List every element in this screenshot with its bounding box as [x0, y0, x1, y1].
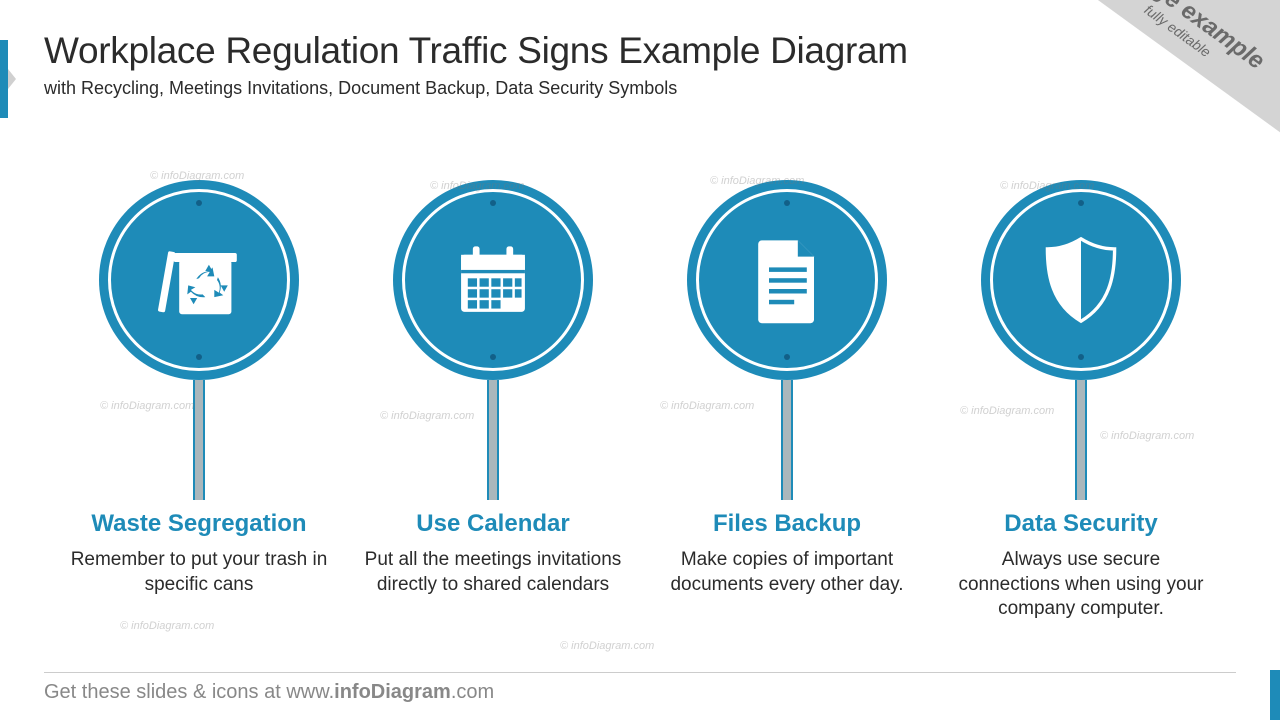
- sign-column: Files Backup Make copies of important do…: [652, 180, 922, 622]
- rivet-icon: [1078, 354, 1084, 360]
- sign-column: Use Calendar Put all the meetings invita…: [358, 180, 628, 622]
- sign-pole: [487, 380, 499, 500]
- sign-description: Put all the meetings invitations directl…: [358, 548, 628, 597]
- recycle-bin-icon: [154, 235, 244, 325]
- footer-accent-bar: [1270, 670, 1280, 720]
- rivet-icon: [784, 200, 790, 206]
- sign-pole: [193, 380, 205, 500]
- signs-row: Waste Segregation Remember to put your t…: [0, 180, 1280, 622]
- rivet-icon: [784, 354, 790, 360]
- sign-description: Remember to put your trash in specific c…: [64, 548, 334, 597]
- footer-bold: infoDiagram: [334, 681, 451, 703]
- footer-suffix: .com: [451, 681, 494, 703]
- sign-title: Data Security: [1004, 510, 1157, 538]
- footer-text: Get these slides & icons at www.infoDiag…: [44, 681, 494, 704]
- slide-title: Workplace Regulation Traffic Signs Examp…: [44, 30, 1060, 72]
- rivet-icon: [196, 200, 202, 206]
- traffic-sign: [981, 180, 1181, 380]
- footer-prefix: Get these slides & icons at www.: [44, 681, 334, 703]
- sign-column: Data Security Always use secure connecti…: [946, 180, 1216, 622]
- calendar-icon: [451, 238, 535, 322]
- usage-example-ribbon: Usage example fully editable: [1027, 0, 1280, 148]
- rivet-icon: [1078, 200, 1084, 206]
- slide-header: Workplace Regulation Traffic Signs Examp…: [44, 30, 1060, 99]
- sign-description: Always use secure connections when using…: [946, 548, 1216, 622]
- sign-title: Waste Segregation: [91, 510, 306, 538]
- rivet-icon: [196, 354, 202, 360]
- traffic-sign: [687, 180, 887, 380]
- sign-pole: [1075, 380, 1087, 500]
- slide-footer: Get these slides & icons at www.infoDiag…: [44, 672, 1236, 704]
- sign-pole: [781, 380, 793, 500]
- traffic-sign: [393, 180, 593, 380]
- slide-subtitle: with Recycling, Meetings Invitations, Do…: [44, 78, 1060, 99]
- sign-title: Files Backup: [713, 510, 861, 538]
- rivet-icon: [490, 354, 496, 360]
- shield-icon: [1039, 233, 1123, 327]
- sign-title: Use Calendar: [416, 510, 569, 538]
- watermark-text: © infoDiagram.com: [560, 640, 654, 652]
- rivet-icon: [490, 200, 496, 206]
- sign-description: Make copies of important documents every…: [652, 548, 922, 597]
- sign-column: Waste Segregation Remember to put your t…: [64, 180, 334, 622]
- left-accent-bar: [0, 40, 8, 118]
- document-icon: [748, 235, 826, 325]
- traffic-sign: [99, 180, 299, 380]
